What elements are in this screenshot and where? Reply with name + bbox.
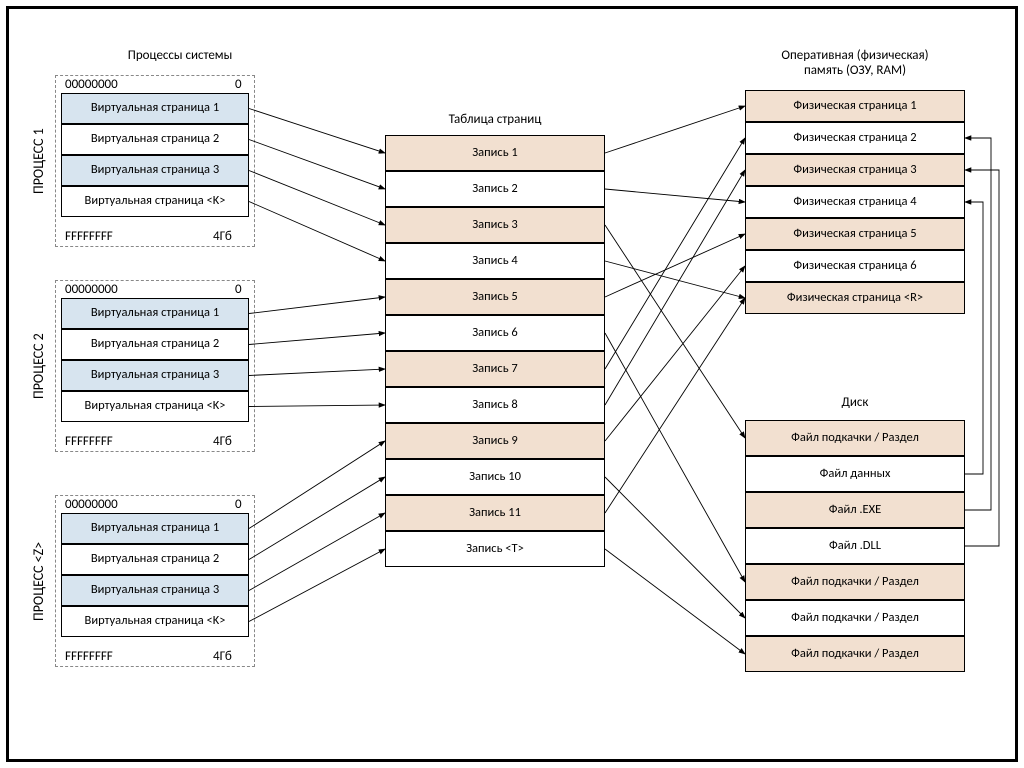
disk-cell: Файл подкачки / Раздел (745, 564, 965, 600)
ram-cell: Физическая страница 5 (745, 218, 965, 250)
addr-bottom-right: 4Гб (213, 229, 232, 244)
page-table-cell: Запись 4 (385, 243, 605, 279)
ram-cell: Физическая страница 4 (745, 186, 965, 218)
disk-cell: Файл .DLL (745, 528, 965, 564)
page-table-cell: Запись 6 (385, 315, 605, 351)
disk-cell: Файл .EXE (745, 492, 965, 528)
virtual-page-cell: Виртуальная страница <K> (61, 606, 249, 637)
ram-cell: Физическая страница <R> (745, 282, 965, 314)
virtual-page-cell: Виртуальная страница 2 (61, 329, 249, 360)
virtual-page-cell: Виртуальная страница 3 (61, 155, 249, 186)
addr-bottom-left: FFFFFFFF (65, 229, 113, 244)
process-vlabel: ПРОЦЕСС <Z> (30, 513, 47, 649)
title-processes: Процессы системы (80, 48, 280, 63)
page-table-cell: Запись 5 (385, 279, 605, 315)
addr-top-left: 00000000 (65, 497, 118, 512)
page-table-cell: Запись 10 (385, 459, 605, 495)
title-ram: Оперативная (физическая) память (ОЗУ, RA… (730, 48, 980, 78)
addr-bottom-right: 4Гб (213, 434, 232, 449)
diagram-frame: Процессы системы Таблица страниц Операти… (0, 0, 1024, 768)
addr-bottom-left: FFFFFFFF (65, 434, 113, 449)
process-vlabel: ПРОЦЕСС 1 (30, 93, 47, 229)
page-table-cell: Запись 1 (385, 135, 605, 171)
addr-bottom-right: 4Гб (213, 649, 232, 664)
ram-cell: Физическая страница 1 (745, 90, 965, 122)
title-disk: Диск (745, 395, 965, 410)
addr-top-right: 0 (235, 282, 242, 297)
virtual-page-cell: Виртуальная страница 3 (61, 360, 249, 391)
virtual-page-cell: Виртуальная страница 1 (61, 298, 249, 329)
virtual-page-cell: Виртуальная страница 2 (61, 544, 249, 575)
page-table-cell: Запись 2 (385, 171, 605, 207)
virtual-page-cell: Виртуальная страница 2 (61, 124, 249, 155)
disk-cell: Файл подкачки / Раздел (745, 600, 965, 636)
ram-cell: Физическая страница 6 (745, 250, 965, 282)
page-table-cell: Запись 8 (385, 387, 605, 423)
addr-bottom-left: FFFFFFFF (65, 649, 113, 664)
ram-cell: Физическая страница 2 (745, 122, 965, 154)
page-table-cell: Запись 11 (385, 495, 605, 531)
virtual-page-cell: Виртуальная страница <K> (61, 391, 249, 422)
addr-top-left: 00000000 (65, 282, 118, 297)
virtual-page-cell: Виртуальная страница 1 (61, 513, 249, 544)
disk-cell: Файл подкачки / Раздел (745, 636, 965, 672)
title-page-table: Таблица страниц (385, 112, 605, 127)
page-table-cell: Запись 3 (385, 207, 605, 243)
page-table-cell: Запись 7 (385, 351, 605, 387)
addr-top-left: 00000000 (65, 77, 118, 92)
addr-top-right: 0 (235, 77, 242, 92)
virtual-page-cell: Виртуальная страница 1 (61, 93, 249, 124)
addr-top-right: 0 (235, 497, 242, 512)
disk-cell: Файл данных (745, 456, 965, 492)
virtual-page-cell: Виртуальная страница <K> (61, 186, 249, 217)
process-vlabel: ПРОЦЕСС 2 (30, 298, 47, 434)
virtual-page-cell: Виртуальная страница 3 (61, 575, 249, 606)
page-table-cell: Запись <T> (385, 531, 605, 567)
page-table-cell: Запись 9 (385, 423, 605, 459)
disk-cell: Файл подкачки / Раздел (745, 420, 965, 456)
ram-cell: Физическая страница 3 (745, 154, 965, 186)
